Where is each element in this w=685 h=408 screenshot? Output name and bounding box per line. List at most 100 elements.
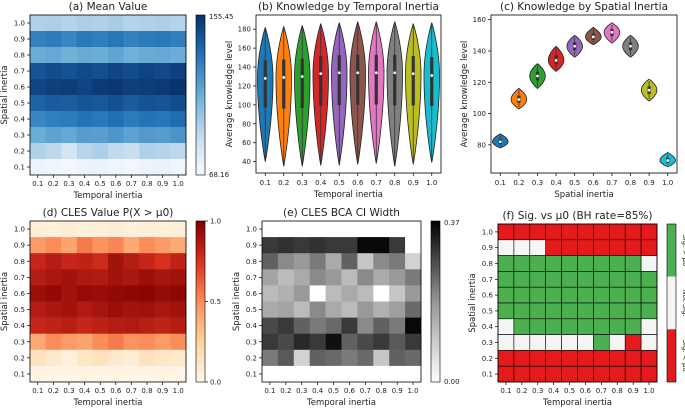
heatmap-cell (61, 253, 78, 270)
heatmap-cell (30, 159, 46, 176)
heatmap-cell (45, 31, 62, 48)
y-tick-label: 100 (473, 110, 486, 118)
plot-frame (490, 14, 678, 174)
y-tick-label: 0.2 (246, 354, 257, 362)
colorbar-min-label: 0.00 (444, 378, 460, 386)
y-tick-label: 80 (242, 120, 251, 128)
panel-mean-value: (a) Mean Value 0.1 0.2 0.3 0.4 0.5 0.6 0.7 0.8 0.… (0, 1, 234, 201)
heatmap-cell (92, 269, 109, 286)
heatmap-cell (92, 127, 109, 144)
x-tick-label: 0.8 (141, 387, 152, 395)
heatmap-cell (593, 350, 610, 367)
heatmap-cell (139, 221, 156, 238)
heatmap-cell (529, 223, 546, 241)
heatmap-cell (405, 221, 422, 238)
heatmap-cell (154, 253, 171, 270)
heatmap-cell (608, 286, 626, 304)
heatmap-cell (76, 333, 93, 351)
heatmap-cell (624, 318, 642, 335)
heatmap-cell (108, 143, 124, 160)
y-tick-label: 120 (238, 82, 251, 90)
x-tick-label: 0.8 (625, 179, 636, 187)
heatmap-cell (108, 159, 124, 176)
heatmap-cell (92, 301, 109, 318)
heatmap-cell (92, 15, 109, 32)
heatmap-cell (262, 253, 279, 270)
heatmap-cell (92, 143, 109, 160)
heatmap-cell (154, 47, 171, 64)
heatmap-cell (123, 333, 140, 351)
plot-frame (255, 14, 442, 174)
legend-label: Not Sig. (681, 289, 685, 317)
heatmap-cell (76, 365, 93, 383)
heatmap-cell (123, 349, 140, 367)
heatmap-cell (108, 15, 124, 32)
heatmap-cell (373, 285, 390, 302)
heatmap-cell (139, 237, 156, 254)
violin-iqr-box (411, 56, 415, 106)
heatmap-cell (497, 334, 515, 351)
heatmap-cell (341, 269, 358, 286)
heatmap-cell (123, 317, 140, 334)
heatmap-cell (373, 269, 390, 286)
heatmap-cell (373, 253, 390, 270)
x-tick-label: 0.5 (569, 179, 580, 187)
x-tick-label: 0.1 (500, 387, 511, 395)
heatmap-cell (108, 269, 124, 286)
heatmap-cell (529, 302, 546, 320)
x-tick-label: 0.3 (296, 387, 307, 395)
y-axis-label: Spatial inertia (468, 273, 478, 332)
heatmap-cell (30, 127, 46, 144)
heatmap-cell (30, 47, 46, 64)
heatmap-cell (92, 95, 109, 112)
y-tick-label: 180 (238, 26, 251, 34)
heatmap-cell (341, 221, 358, 238)
x-tick-label: 0.2 (48, 387, 59, 395)
heatmap-cell (139, 63, 156, 80)
heatmap-cell (497, 302, 515, 320)
heatmap-cell (61, 95, 78, 112)
heatmap-cell (170, 31, 187, 48)
heatmap-cell (45, 95, 62, 112)
x-tick-label: 0.3 (63, 387, 74, 395)
heatmap-cell (170, 143, 187, 160)
y-tick-label: 0.3 (246, 338, 257, 346)
heatmap-cell (608, 334, 626, 351)
heatmap-cell (76, 95, 93, 112)
heatmap-cell (92, 31, 109, 48)
heatmap-cell (325, 269, 342, 286)
heatmap-cell (608, 302, 626, 320)
heatmap-cell (309, 333, 326, 351)
heatmap-cell (139, 47, 156, 64)
heatmap-cell (92, 159, 109, 176)
heatmap-cell (325, 301, 342, 318)
y-tick-label: 80 (477, 141, 486, 149)
panel-cles-value: (d) CLES Value P(X > μ0) 0.1 0.2 0.3 0.4 0.5 0… (0, 207, 221, 408)
heatmap-cell (154, 349, 171, 367)
heatmap-cell (513, 318, 531, 335)
y-tick-label: 0.9 (14, 36, 25, 44)
heatmap-cell (139, 79, 156, 96)
heatmap-cell (30, 111, 46, 128)
heatmap-cell (170, 111, 187, 128)
heatmap-cell (513, 334, 531, 351)
heatmap-cell (389, 301, 406, 318)
x-axis-label: Temporal inertia (73, 191, 143, 201)
heatmap-cell (373, 349, 390, 367)
x-tick-label: 0.2 (278, 179, 289, 187)
heatmap-cell (45, 365, 62, 383)
heatmap-cell (76, 143, 93, 160)
violin-median-dot (393, 71, 397, 75)
heatmap-cell (45, 349, 62, 367)
x-tick-label: 0.6 (352, 179, 364, 187)
heatmap-cell (624, 350, 642, 367)
legend-swatch (667, 329, 676, 382)
heatmap-cell (154, 95, 171, 112)
x-tick-label: 0.9 (644, 179, 655, 187)
heatmap-cell (45, 221, 62, 238)
y-tick-label: 0.6 (482, 292, 494, 300)
heatmap-cell (76, 15, 93, 32)
heatmap-cell (45, 269, 62, 286)
heatmap-cell (45, 237, 62, 254)
y-tick-label: 0.4 (246, 322, 258, 330)
